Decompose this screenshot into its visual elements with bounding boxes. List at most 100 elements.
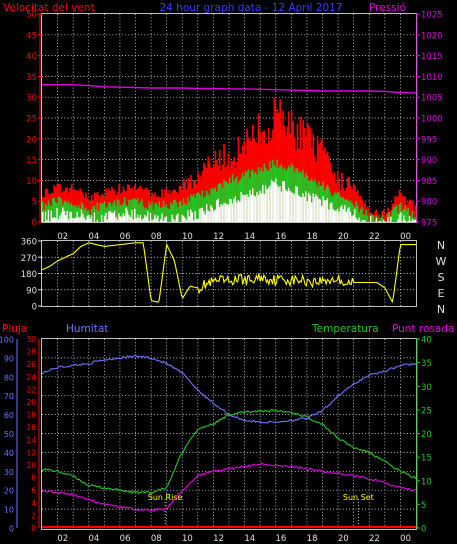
wind-avg-bar	[351, 203, 353, 222]
wind-min-bar	[118, 213, 120, 222]
wind-min-bar	[200, 208, 202, 222]
wind-avg-bar	[310, 178, 313, 222]
wind-min-bar	[125, 207, 128, 222]
wind-avg-bar	[141, 198, 143, 222]
wind-min-bar	[220, 203, 223, 222]
wind-avg-bar	[190, 194, 192, 222]
wind-min-bar	[203, 210, 205, 222]
wind-avg-bar	[391, 209, 394, 222]
wind-max-bar	[397, 195, 399, 222]
chart-title: 24 hour graph data - 12 April 2017	[159, 2, 342, 14]
wind-max-bar	[168, 190, 171, 222]
wind-min-bar	[204, 214, 207, 222]
wind-min-bar	[336, 208, 339, 222]
wind-avg-bar	[208, 195, 211, 222]
wind-max-bar	[216, 159, 218, 222]
wind-y-tick-label: 15	[26, 156, 37, 166]
temp-x-tick-label: 08	[151, 534, 162, 544]
wind-avg-bar	[194, 197, 197, 222]
rain-y-tick-label: 4	[31, 499, 36, 508]
wind-min-bar	[227, 204, 230, 222]
wind-avg-bar	[90, 209, 93, 222]
wind-x-tick-label: 04	[89, 232, 100, 242]
wind-min-bar	[145, 216, 148, 222]
rain-y-tick-label: 8	[31, 474, 36, 483]
temperature-line	[41, 409, 417, 495]
wind-avg-bar	[75, 205, 77, 222]
wind-avg-bar	[103, 201, 106, 222]
wind-min-bar	[44, 211, 47, 222]
wind-min-bar	[253, 195, 256, 222]
wind-min-bar	[54, 217, 57, 222]
wind-avg-bar	[231, 174, 234, 222]
wind-max-bar	[319, 142, 322, 222]
wind-min-bar	[90, 215, 93, 222]
wind-min-bar	[126, 210, 129, 222]
wind-min-bar	[88, 215, 90, 222]
pressure-y-tick-label: 975	[421, 219, 437, 229]
wind-avg-bar	[49, 204, 51, 222]
wind-min-bar	[59, 215, 61, 222]
wind-min-bar	[234, 196, 237, 222]
wind-avg-bar	[178, 201, 181, 222]
wind-avg-bar	[385, 221, 388, 222]
wind-avg-bar	[263, 163, 266, 222]
wind-avg-bar	[128, 199, 130, 222]
wind-max-bar	[308, 125, 310, 222]
wind-max-bar	[167, 193, 169, 222]
humidity-line	[41, 354, 417, 424]
wind-direction-line	[41, 242, 416, 304]
temp-x-tick-label: 04	[89, 534, 100, 544]
wind-min-bar	[414, 220, 417, 222]
wind-min-bar	[285, 189, 287, 222]
wind-avg-bar	[332, 195, 335, 222]
wind-avg-bar	[185, 204, 188, 222]
wind-max-bar	[378, 214, 381, 222]
wind-min-bar	[103, 215, 106, 222]
humidity-y-tick-label: 10	[4, 506, 14, 515]
dir-y-tick-label: 270	[21, 254, 37, 264]
wind-min-bar	[171, 214, 174, 222]
wind-min-bar	[121, 216, 123, 222]
wind-min-bar	[106, 219, 109, 222]
wind-x-tick-label: 12	[213, 232, 224, 242]
wind-avg-bar	[95, 209, 97, 222]
wind-min-bar	[147, 211, 149, 222]
wind-avg-bar	[201, 190, 204, 222]
wind-min-bar	[283, 181, 286, 222]
wind-max-bar	[329, 162, 332, 222]
wind-max-bar	[111, 186, 113, 222]
wind-max-bar	[89, 201, 92, 222]
pressure-y-tick-label: 1005	[421, 94, 443, 104]
wind-x-tick-label: 18	[307, 232, 318, 242]
wind-avg-bar	[165, 204, 168, 222]
wind-min-bar	[142, 218, 145, 222]
wind-min-bar	[407, 220, 410, 222]
wind-min-bar	[273, 182, 276, 222]
wind-avg-bar	[142, 206, 145, 222]
wind-min-bar	[355, 218, 358, 222]
wind-min-bar	[362, 220, 365, 222]
wind-min-bar	[159, 219, 162, 222]
wind-avg-bar	[349, 200, 352, 222]
wind-min-bar	[182, 215, 185, 222]
wind-avg-bar	[400, 202, 402, 222]
humidity-y-tick-label: 80	[4, 373, 14, 382]
wind-avg-bar	[42, 201, 44, 222]
wind-avg-bar	[306, 175, 309, 222]
wind-avg-bar	[410, 216, 412, 222]
wind-max-bar	[145, 187, 148, 222]
wind-min-bar	[100, 215, 103, 222]
wind-max-bar	[359, 195, 362, 222]
wind-avg-bar	[132, 198, 135, 222]
wind-y-tick-label: 30	[26, 94, 37, 104]
wind-avg-bar	[357, 205, 359, 222]
wind-avg-bar	[321, 185, 323, 222]
wind-avg-bar	[345, 198, 348, 222]
rain-y-tick-label: 30	[26, 335, 36, 344]
wind-max-bar	[277, 112, 280, 222]
wind-min-bar	[351, 215, 353, 222]
wind-x-tick-label: 08	[151, 232, 162, 242]
wind-avg-bar	[155, 203, 158, 222]
wind-avg-bar	[401, 210, 404, 222]
